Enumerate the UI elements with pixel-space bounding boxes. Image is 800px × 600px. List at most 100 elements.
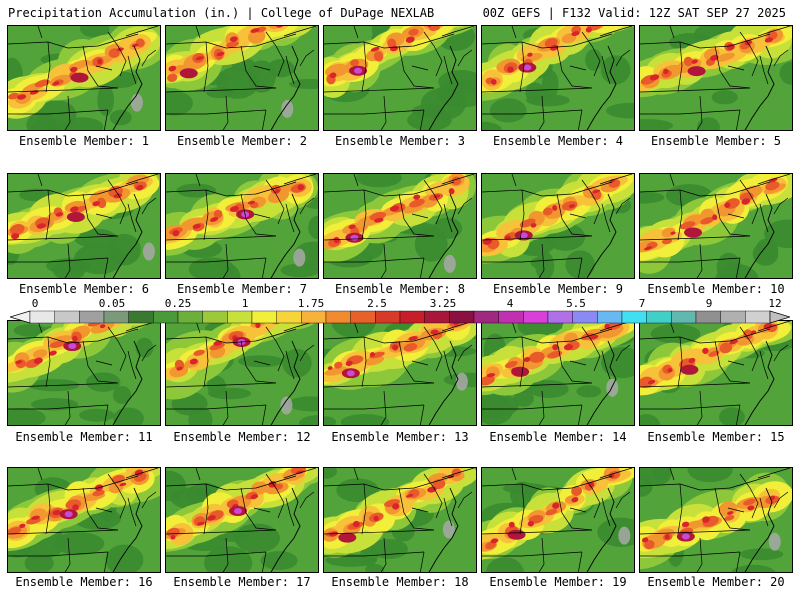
precip-map-4 bbox=[482, 26, 634, 130]
ensemble-panel-2 bbox=[165, 25, 319, 131]
ensemble-panel-7 bbox=[165, 173, 319, 279]
ensemble-member-label: Ensemble Member: 7 bbox=[176, 282, 308, 296]
ensemble-panel-8 bbox=[323, 173, 477, 279]
colorbar-swatch bbox=[350, 310, 376, 324]
colorbar-swatch bbox=[399, 310, 425, 324]
precip-map-8 bbox=[324, 174, 476, 278]
colorbar-swatch bbox=[523, 310, 549, 324]
colorbar-swatch bbox=[375, 310, 401, 324]
ensemble-panel-19 bbox=[481, 467, 635, 573]
ensemble-member-label: Ensemble Member: 19 bbox=[489, 575, 627, 589]
precip-map-3 bbox=[324, 26, 476, 130]
colorbar-swatch bbox=[473, 310, 499, 324]
ensemble-member-label: Ensemble Member: 8 bbox=[334, 282, 466, 296]
colorbar-tick-label: 3.25 bbox=[429, 297, 457, 310]
ensemble-panel-11 bbox=[7, 320, 161, 426]
ensemble-panel-6 bbox=[7, 173, 161, 279]
map-title: Precipitation Accumulation (in.) | Colle… bbox=[8, 6, 435, 20]
ensemble-member-label: Ensemble Member: 13 bbox=[331, 430, 469, 444]
ensemble-member-label: Ensemble Member: 11 bbox=[15, 430, 153, 444]
precip-map-12 bbox=[166, 321, 318, 425]
colorbar-swatch bbox=[646, 310, 672, 324]
colorbar-tick-label: 1 bbox=[241, 297, 249, 310]
colorbar-swatch bbox=[695, 310, 721, 324]
colorbar-legend: 0 0.05 0.25 1 1.75 2.5 3.25 4 5.5 7 9 12 bbox=[10, 297, 790, 327]
ensemble-member-label: Ensemble Member: 17 bbox=[173, 575, 311, 589]
ensemble-panel-4 bbox=[481, 25, 635, 131]
colorbar-swatch bbox=[572, 310, 598, 324]
colorbar-arrow-left bbox=[10, 310, 31, 324]
colorbar-swatch bbox=[498, 310, 524, 324]
colorbar-swatch bbox=[54, 310, 80, 324]
precip-map-16 bbox=[8, 468, 160, 572]
ensemble-member-label: Ensemble Member: 6 bbox=[18, 282, 150, 296]
colorbar-tick-label: 0 bbox=[31, 297, 39, 310]
colorbar-swatch bbox=[276, 310, 302, 324]
precip-map-2 bbox=[166, 26, 318, 130]
ensemble-panel-1 bbox=[7, 25, 161, 131]
colorbar-swatch bbox=[29, 310, 55, 324]
ensemble-member-label: Ensemble Member: 1 bbox=[18, 134, 150, 148]
colorbar-swatch bbox=[251, 310, 277, 324]
ensemble-panel-13 bbox=[323, 320, 477, 426]
precip-map-5 bbox=[640, 26, 792, 130]
precip-map-13 bbox=[324, 321, 476, 425]
precip-map-11 bbox=[8, 321, 160, 425]
colorbar-tick-label: 7 bbox=[638, 297, 646, 310]
precip-map-7 bbox=[166, 174, 318, 278]
colorbar-tick-label: 0.25 bbox=[164, 297, 192, 310]
colorbar-swatch bbox=[597, 310, 623, 324]
colorbar-arrow-right bbox=[769, 310, 790, 324]
model-run-info: 00Z GEFS | F132 Valid: 12Z SAT SEP 27 20… bbox=[482, 6, 786, 20]
ensemble-member-label: Ensemble Member: 16 bbox=[15, 575, 153, 589]
colorbar-swatch bbox=[301, 310, 327, 324]
ensemble-member-label: Ensemble Member: 5 bbox=[650, 134, 782, 148]
ensemble-panel-3 bbox=[323, 25, 477, 131]
colorbar-swatch bbox=[720, 310, 746, 324]
ensemble-panel-10 bbox=[639, 173, 793, 279]
colorbar-swatch bbox=[128, 310, 154, 324]
ensemble-panel-5 bbox=[639, 25, 793, 131]
colorbar-swatch bbox=[202, 310, 228, 324]
ensemble-member-label: Ensemble Member: 12 bbox=[173, 430, 311, 444]
precip-map-15 bbox=[640, 321, 792, 425]
precip-map-19 bbox=[482, 468, 634, 572]
colorbar-swatch bbox=[671, 310, 697, 324]
ensemble-member-label: Ensemble Member: 15 bbox=[647, 430, 785, 444]
precip-map-9 bbox=[482, 174, 634, 278]
ensemble-panel-16 bbox=[7, 467, 161, 573]
colorbar-tick-label: 4 bbox=[506, 297, 514, 310]
ensemble-panel-20 bbox=[639, 467, 793, 573]
colorbar-swatch bbox=[103, 310, 129, 324]
colorbar-swatch bbox=[621, 310, 647, 324]
colorbar-tick-label: 9 bbox=[705, 297, 713, 310]
colorbar-swatch bbox=[325, 310, 351, 324]
precip-map-18 bbox=[324, 468, 476, 572]
ensemble-panel-17 bbox=[165, 467, 319, 573]
precip-map-1 bbox=[8, 26, 160, 130]
precip-map-20 bbox=[640, 468, 792, 572]
ensemble-member-label: Ensemble Member: 2 bbox=[176, 134, 308, 148]
ensemble-member-label: Ensemble Member: 10 bbox=[647, 282, 785, 296]
ensemble-member-label: Ensemble Member: 14 bbox=[489, 430, 627, 444]
precip-map-6 bbox=[8, 174, 160, 278]
colorbar-swatch bbox=[177, 310, 203, 324]
colorbar-swatch bbox=[79, 310, 105, 324]
colorbar-swatch bbox=[424, 310, 450, 324]
colorbar-tick-label: 1.75 bbox=[297, 297, 325, 310]
ensemble-panel-12 bbox=[165, 320, 319, 426]
colorbar-tick-label: 5.5 bbox=[566, 297, 586, 310]
ensemble-member-label: Ensemble Member: 18 bbox=[331, 575, 469, 589]
colorbar-scale bbox=[10, 310, 790, 324]
ensemble-panel-15 bbox=[639, 320, 793, 426]
colorbar-tick-label: 2.5 bbox=[367, 297, 387, 310]
ensemble-panel-14 bbox=[481, 320, 635, 426]
ensemble-member-label: Ensemble Member: 3 bbox=[334, 134, 466, 148]
ensemble-panel-9 bbox=[481, 173, 635, 279]
precip-map-10 bbox=[640, 174, 792, 278]
colorbar-swatch bbox=[153, 310, 179, 324]
colorbar-tick-label: 12 bbox=[768, 297, 782, 310]
ensemble-member-label: Ensemble Member: 4 bbox=[492, 134, 624, 148]
colorbar-swatch bbox=[547, 310, 573, 324]
precip-map-17 bbox=[166, 468, 318, 572]
